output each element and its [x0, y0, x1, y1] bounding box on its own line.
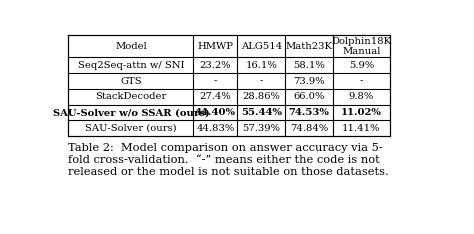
Text: -: -	[260, 77, 263, 86]
Text: -: -	[214, 77, 217, 86]
Text: 11.41%: 11.41%	[342, 124, 381, 133]
Text: 58.1%: 58.1%	[293, 61, 325, 70]
Text: Dolphin18K
Manual: Dolphin18K Manual	[331, 37, 392, 56]
Text: 27.4%: 27.4%	[200, 92, 231, 101]
Text: SAU-Solver w/o SSAR (ours): SAU-Solver w/o SSAR (ours)	[53, 108, 209, 117]
Text: 28.86%: 28.86%	[242, 92, 280, 101]
Text: 66.0%: 66.0%	[293, 92, 325, 101]
Text: -: -	[360, 77, 363, 86]
Text: 74.84%: 74.84%	[290, 124, 328, 133]
Text: 44.40%: 44.40%	[195, 108, 236, 117]
Text: StackDecoder: StackDecoder	[95, 92, 166, 101]
Text: Model: Model	[115, 42, 147, 51]
Text: 73.9%: 73.9%	[293, 77, 325, 86]
Text: GTS: GTS	[120, 77, 142, 86]
Text: Seq2Seq-attn w/ SNI: Seq2Seq-attn w/ SNI	[78, 61, 184, 70]
Text: 44.83%: 44.83%	[196, 124, 235, 133]
Bar	[68, 35, 390, 136]
Text: 16.1%: 16.1%	[246, 61, 277, 70]
Text: SAU-Solver (ours): SAU-Solver (ours)	[85, 124, 177, 133]
Text: ALG514: ALG514	[241, 42, 282, 51]
Text: 55.44%: 55.44%	[241, 108, 282, 117]
Text: Table 2:  Model comparison on answer accuracy via 5-
fold cross-validation.  “-”: Table 2: Model comparison on answer accu…	[68, 143, 389, 177]
Text: 74.53%: 74.53%	[289, 108, 329, 117]
Text: 5.9%: 5.9%	[349, 61, 374, 70]
Text: 57.39%: 57.39%	[242, 124, 280, 133]
Text: 11.02%: 11.02%	[341, 108, 382, 117]
Text: Math23K: Math23K	[285, 42, 333, 51]
Text: 23.2%: 23.2%	[200, 61, 231, 70]
Text: HMWP: HMWP	[197, 42, 233, 51]
Text: 9.8%: 9.8%	[349, 92, 374, 101]
